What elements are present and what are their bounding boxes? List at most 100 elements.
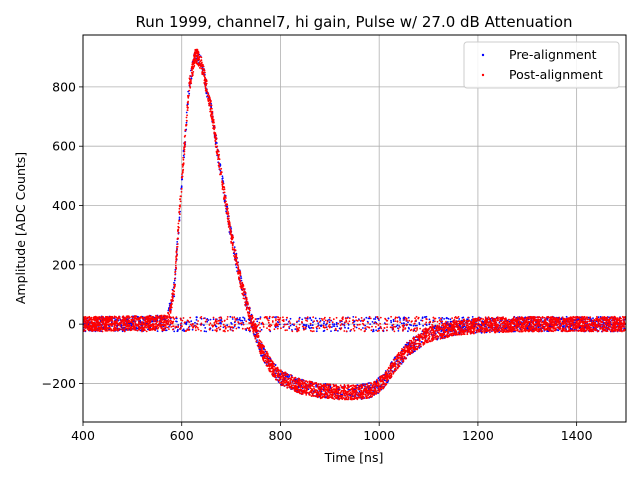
data-point xyxy=(173,295,176,298)
data-point xyxy=(518,326,520,328)
data-point xyxy=(354,316,357,319)
data-point xyxy=(296,320,298,323)
data-point xyxy=(304,326,307,329)
data-point xyxy=(402,330,404,332)
data-point xyxy=(368,382,371,384)
data-point xyxy=(493,322,496,325)
data-point xyxy=(412,324,415,327)
data-point xyxy=(597,316,600,319)
data-point xyxy=(168,328,170,330)
data-point xyxy=(181,166,184,168)
data-point xyxy=(370,384,372,386)
data-point xyxy=(266,327,268,329)
data-point xyxy=(235,327,238,330)
data-point xyxy=(270,324,273,327)
data-point xyxy=(425,318,427,320)
data-point xyxy=(344,321,346,323)
data-point xyxy=(226,207,229,210)
data-point xyxy=(350,328,353,331)
data-point xyxy=(310,319,313,322)
data-point xyxy=(445,320,447,323)
data-point xyxy=(498,326,501,329)
data-point xyxy=(323,322,325,325)
data-point xyxy=(463,328,466,330)
data-point xyxy=(186,114,189,117)
data-point xyxy=(277,323,279,326)
data-point xyxy=(116,325,118,328)
data-point xyxy=(265,316,268,319)
data-point xyxy=(173,281,175,284)
data-point xyxy=(377,328,380,330)
data-point xyxy=(399,321,402,323)
data-point xyxy=(368,326,371,329)
data-point xyxy=(233,316,236,319)
data-point xyxy=(362,327,364,329)
data-point xyxy=(319,324,322,327)
data-point xyxy=(222,326,225,329)
series-post-alignment xyxy=(83,48,626,401)
data-point xyxy=(377,377,380,380)
data-point xyxy=(410,344,413,347)
data-point xyxy=(231,323,233,325)
data-point xyxy=(177,328,179,331)
data-point xyxy=(431,324,433,326)
data-point xyxy=(267,319,270,322)
data-point xyxy=(240,277,243,279)
data-point xyxy=(311,324,314,327)
data-point xyxy=(360,317,363,319)
data-point xyxy=(386,369,389,371)
data-point xyxy=(243,319,246,321)
data-point xyxy=(408,319,411,322)
data-point xyxy=(294,328,297,330)
data-point xyxy=(308,326,310,329)
data-point xyxy=(221,175,224,178)
data-point xyxy=(282,316,284,319)
data-point xyxy=(352,327,355,330)
data-point xyxy=(330,326,333,328)
data-point xyxy=(177,325,180,328)
data-point xyxy=(425,315,428,318)
data-point xyxy=(206,320,209,323)
data-point xyxy=(239,319,242,322)
data-point xyxy=(216,329,218,332)
data-point xyxy=(190,324,193,327)
data-point xyxy=(375,380,378,382)
data-point xyxy=(423,328,426,330)
data-point xyxy=(260,323,263,325)
data-point xyxy=(227,226,230,228)
data-point xyxy=(288,320,291,322)
data-point xyxy=(200,67,203,70)
data-point xyxy=(353,329,356,332)
data-point xyxy=(374,326,377,328)
data-point xyxy=(335,316,338,319)
data-point xyxy=(386,323,388,326)
data-point xyxy=(181,178,184,181)
data-point xyxy=(421,329,424,332)
data-point xyxy=(326,386,328,389)
data-point xyxy=(215,318,217,321)
data-point xyxy=(402,324,405,326)
data-point xyxy=(136,329,139,332)
data-point xyxy=(189,323,192,326)
data-point xyxy=(216,327,218,330)
data-point xyxy=(326,322,328,324)
data-point xyxy=(221,320,224,323)
data-point xyxy=(348,317,351,320)
data-point xyxy=(305,324,308,326)
data-point xyxy=(386,326,388,329)
data-point xyxy=(227,326,230,328)
data-point xyxy=(176,243,179,245)
data-point xyxy=(174,327,177,329)
data-point xyxy=(179,317,182,320)
data-point xyxy=(229,225,232,228)
data-point xyxy=(369,323,371,325)
data-point xyxy=(320,317,323,320)
data-point xyxy=(291,330,294,333)
data-point xyxy=(269,323,271,326)
data-point xyxy=(175,316,178,318)
data-point xyxy=(298,326,301,329)
data-point xyxy=(278,318,281,321)
data-point xyxy=(599,316,602,318)
data-point xyxy=(189,316,192,319)
